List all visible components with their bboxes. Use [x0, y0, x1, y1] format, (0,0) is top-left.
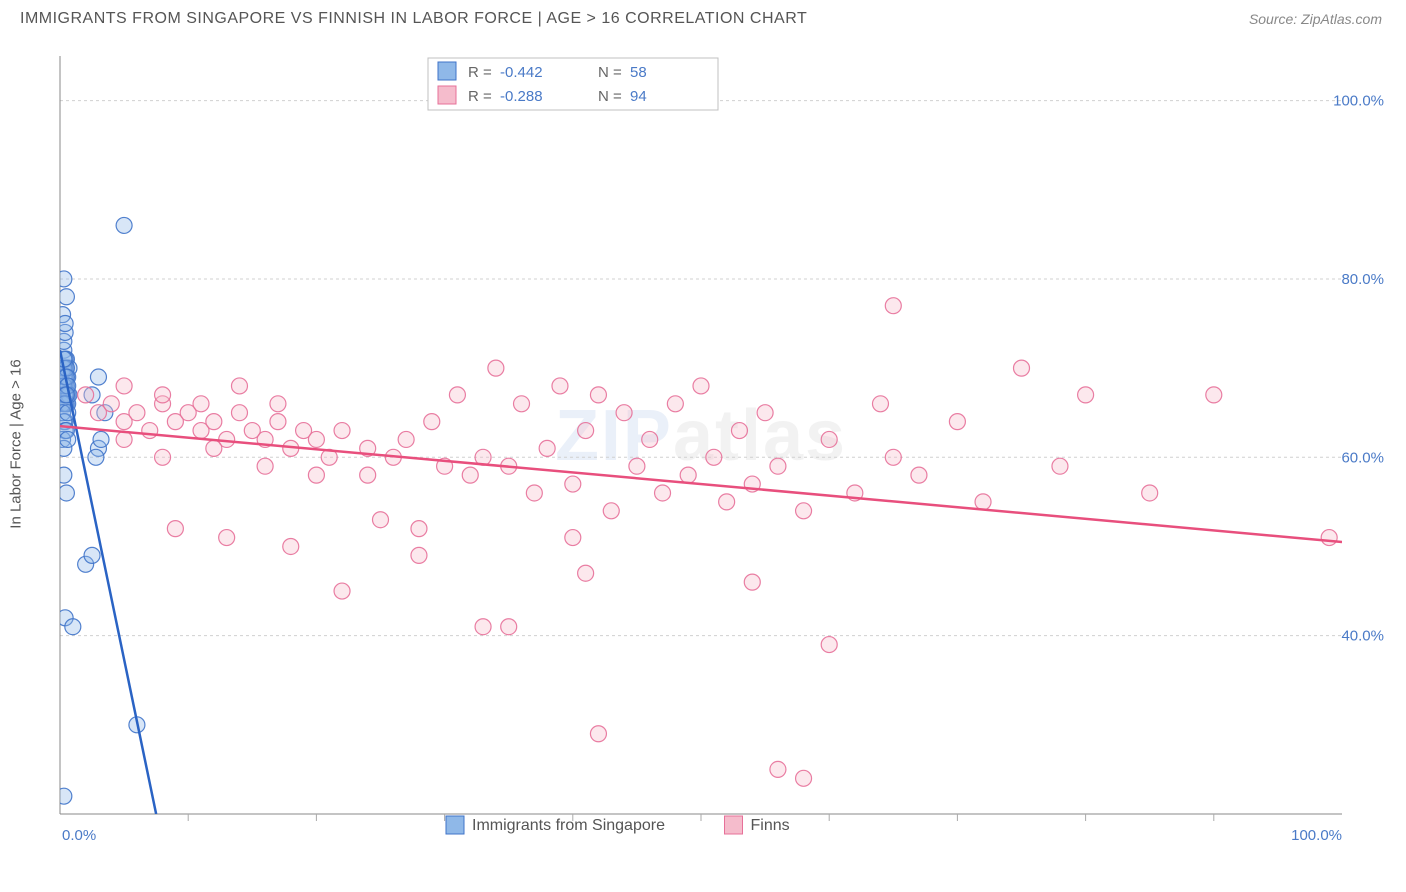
svg-text:R =: R = [468, 88, 492, 105]
svg-text:Immigrants from Singapore: Immigrants from Singapore [472, 817, 665, 834]
svg-text:100.0%: 100.0% [1291, 827, 1342, 844]
svg-text:40.0%: 40.0% [1341, 628, 1384, 645]
svg-text:-0.442: -0.442 [500, 64, 543, 81]
svg-text:-0.288: -0.288 [500, 88, 543, 105]
svg-text:ZIPatlas: ZIPatlas [555, 396, 847, 476]
y-axis-label: In Labor Force | Age > 16 [8, 359, 25, 528]
svg-text:80.0%: 80.0% [1341, 271, 1384, 288]
svg-text:R =: R = [468, 64, 492, 81]
svg-text:0.0%: 0.0% [62, 827, 96, 844]
svg-text:N =: N = [598, 88, 622, 105]
plot-area: In Labor Force | Age > 16 ZIPatlas40.0%6… [46, 44, 1386, 844]
svg-text:60.0%: 60.0% [1341, 449, 1384, 466]
chart-title: IMMIGRANTS FROM SINGAPORE VS FINNISH IN … [20, 10, 807, 28]
source-attribution: Source: ZipAtlas.com [1249, 11, 1382, 27]
svg-text:100.0%: 100.0% [1333, 93, 1384, 110]
svg-text:94: 94 [630, 88, 647, 105]
svg-text:N =: N = [598, 64, 622, 81]
svg-text:58: 58 [630, 64, 647, 81]
svg-text:Finns: Finns [751, 817, 790, 834]
scatter-chart: ZIPatlas 40.0% 60.0% 80.0% 100.0% 0.0% 100.0% R… [46, 44, 1386, 844]
